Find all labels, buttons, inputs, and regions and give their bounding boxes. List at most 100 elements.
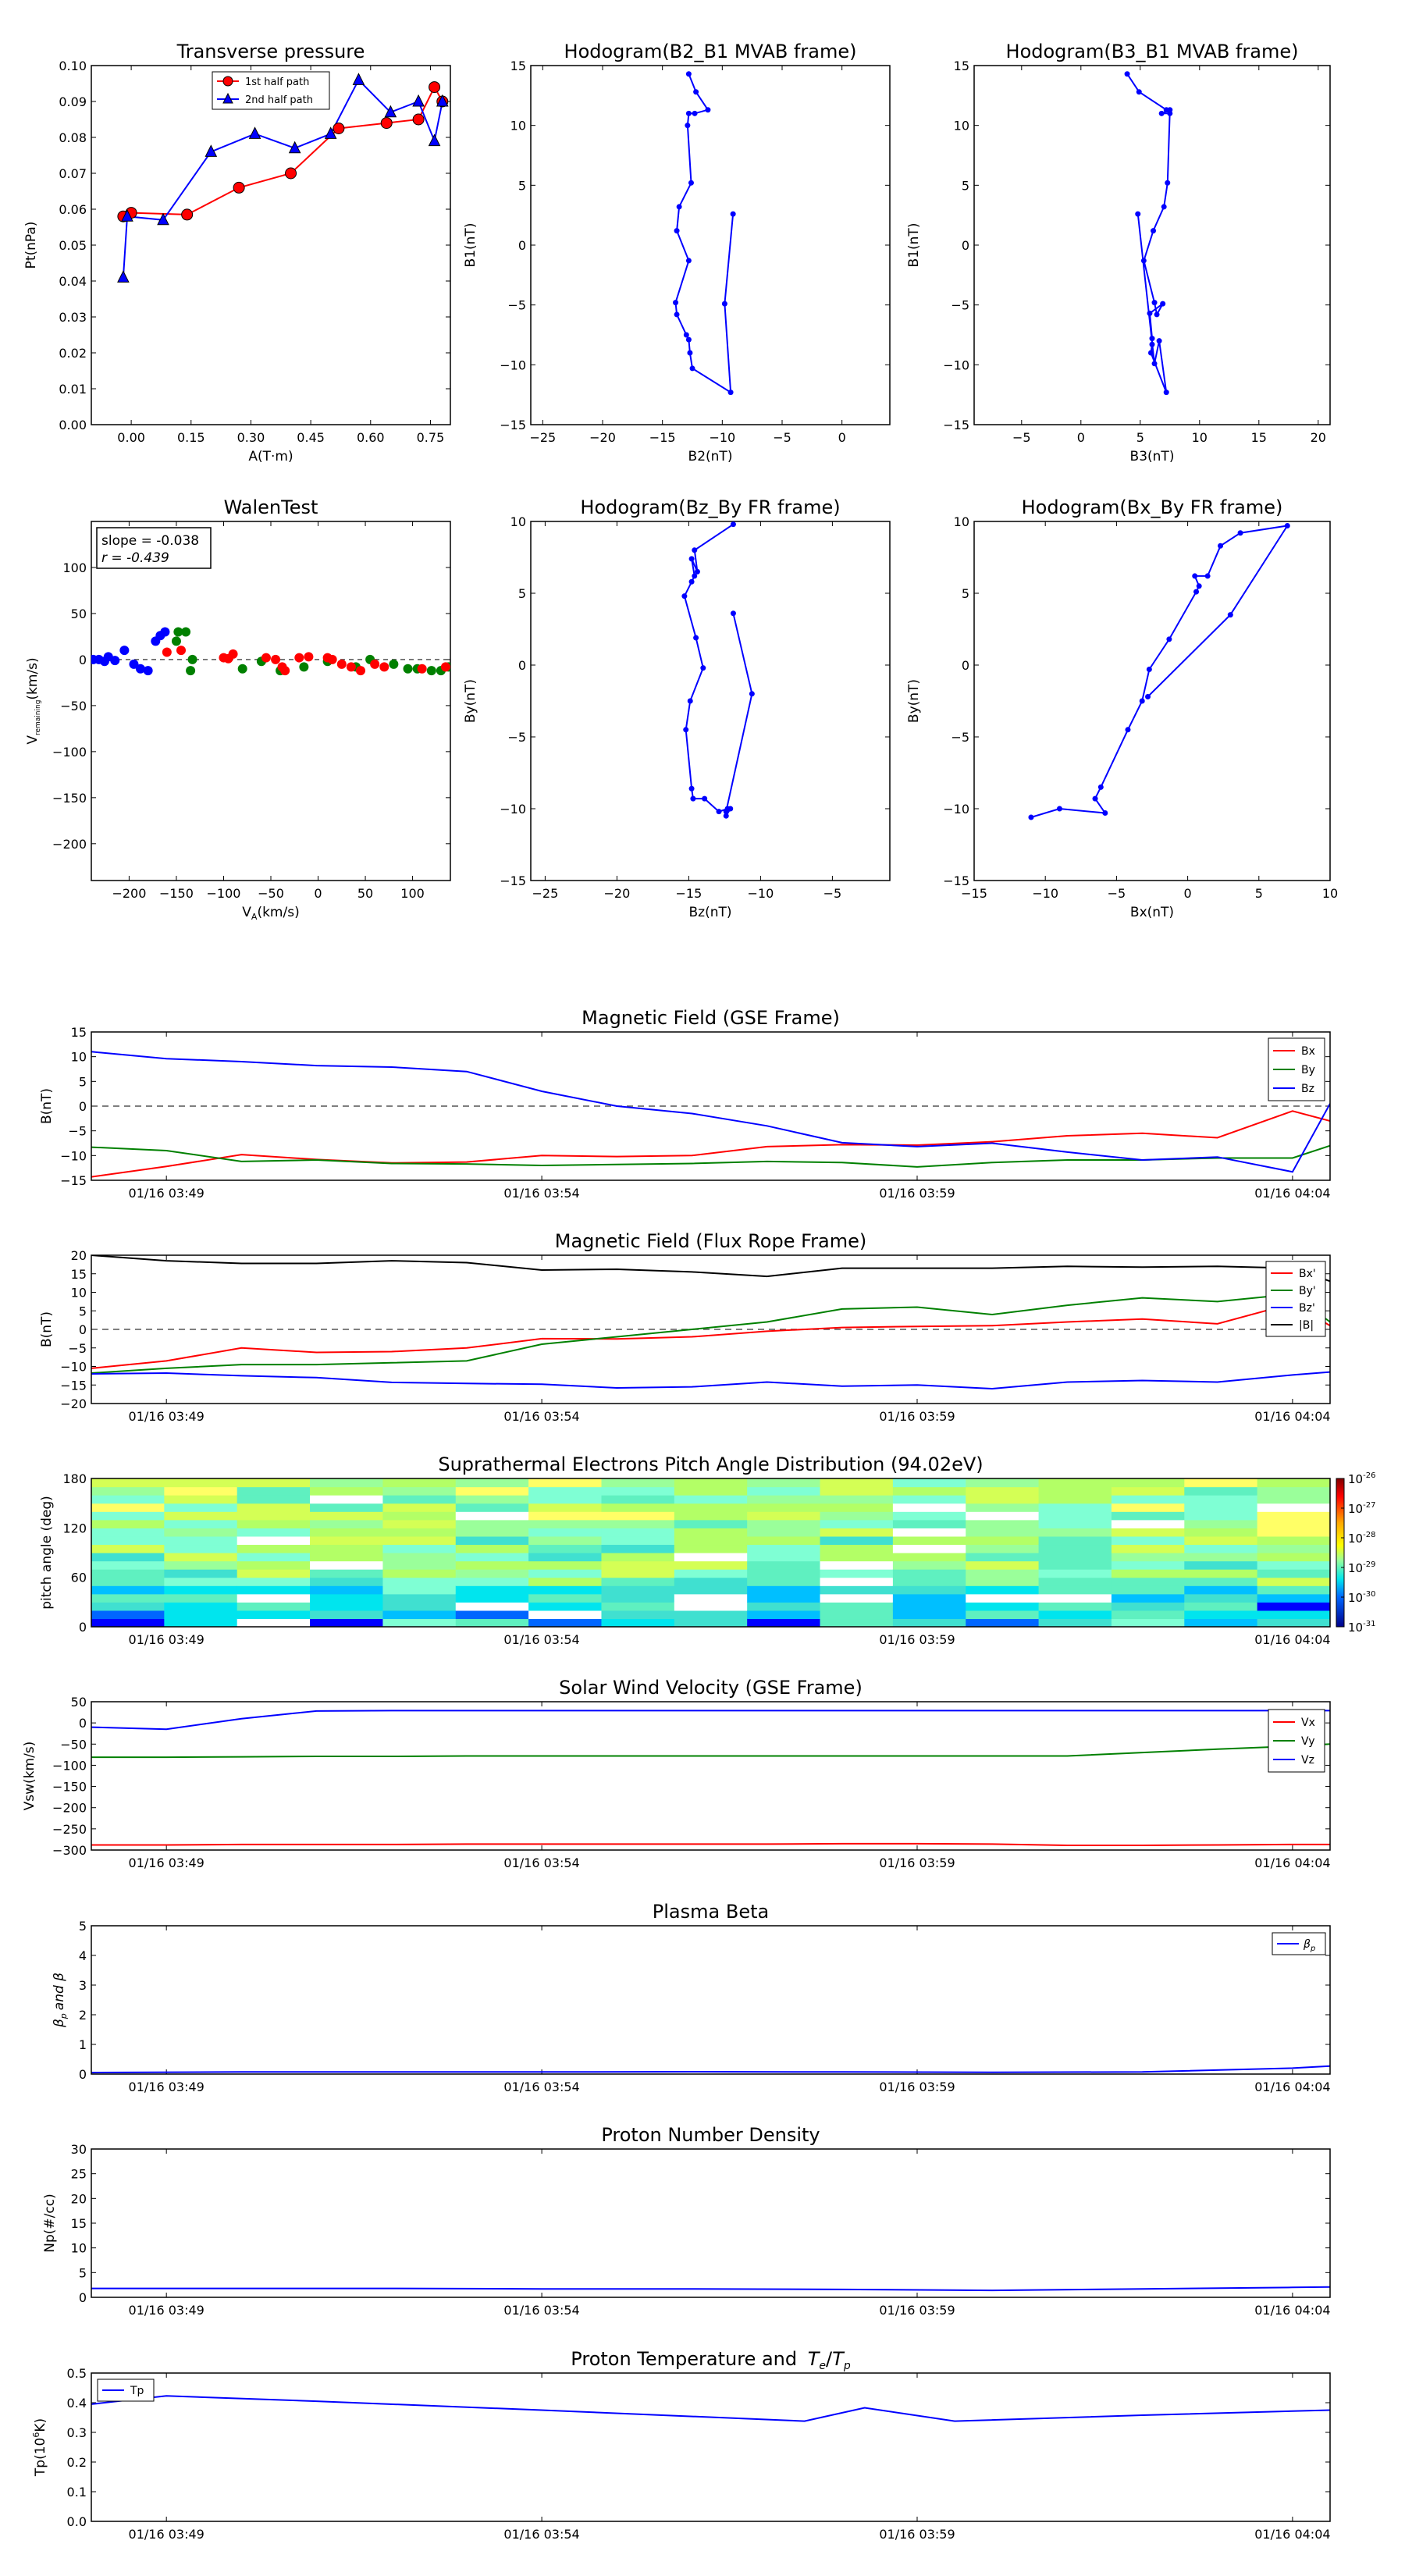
hodogram-point (690, 795, 696, 802)
heatmap-cell (747, 1560, 821, 1570)
x-tick-label: −200 (112, 886, 146, 901)
hodogram-point (685, 123, 691, 129)
heatmap-cell (820, 1535, 894, 1546)
hodogram-point (1151, 228, 1157, 234)
heatmap-cell (455, 1618, 529, 1627)
y-tick-label: −10 (943, 802, 969, 817)
hodogram-point (683, 727, 689, 733)
legend-label: 1st half path (245, 76, 309, 88)
y-tick-label: −5 (68, 1341, 87, 1356)
hodogram-point (1135, 211, 1141, 217)
legend-label: βp (1303, 1938, 1315, 1953)
y-tick-label: −300 (52, 1843, 87, 1858)
y-tick-label: 0 (79, 653, 87, 667)
data-layer (91, 2286, 1330, 2292)
x-tick-label: 01/16 03:54 (503, 2527, 579, 2542)
hodogram-point (1139, 698, 1145, 704)
heatmap-cell (1184, 1602, 1258, 1611)
y-tick-label: 5 (962, 178, 969, 193)
hodogram-point (1218, 543, 1224, 549)
y-tick-label: 15 (510, 59, 526, 73)
heatmap-cell (382, 1602, 457, 1611)
heatmap-cell (237, 1618, 311, 1627)
x-tick-label: 01/16 03:49 (129, 1409, 205, 1424)
legend-box (1268, 1709, 1325, 1773)
heatmap-cell (892, 1569, 966, 1578)
heatmap-cell (747, 1585, 821, 1595)
heatmap-cell (1184, 1593, 1258, 1603)
x-tick-label: −20 (604, 886, 631, 901)
legend-label: Bz (1301, 1083, 1314, 1095)
x-axis-label: B3(nT) (1130, 449, 1175, 464)
heatmap-cell (237, 1486, 311, 1496)
data-layer (91, 1478, 1330, 1627)
y-tick-label: 0.06 (59, 202, 87, 217)
y-tick-label: −5 (951, 730, 969, 745)
y-tick-label: 0 (962, 238, 969, 253)
x-tick-label: 0 (314, 886, 322, 901)
x-tick-label: −5 (1012, 430, 1031, 445)
y-tick-label: −10 (60, 1360, 87, 1375)
heatmap-cell (747, 1486, 821, 1496)
x-tick-label: 01/16 03:49 (129, 2527, 205, 2542)
heatmap-cell (164, 1511, 238, 1521)
heatmap-cell (164, 1553, 238, 1562)
hodogram-point (689, 365, 695, 372)
chart-3: WalenTest −200 −150 −100 −50 0 50 100 −200 −150 −1… (25, 496, 451, 922)
chart-2: Hodogram(B3_B1 MVAB frame) −15 −10 −5 0 5 10 15… (906, 41, 1331, 464)
hodogram-point (685, 110, 692, 116)
legend-label: By' (1299, 1285, 1316, 1297)
heatmap-cell (382, 1569, 457, 1578)
y-tick-label: −150 (52, 1780, 87, 1795)
plot-frame (91, 65, 451, 425)
y-axis-label: Np(#/cc) (42, 2194, 58, 2252)
point-2nd-half (352, 73, 365, 85)
y-tick-label: −200 (52, 1801, 87, 1816)
point-blue (160, 627, 170, 637)
heatmap-cell (747, 1569, 821, 1578)
plot-frame (91, 1254, 1331, 1404)
heatmap-cell (528, 1495, 603, 1504)
heatmap-cell (164, 1544, 238, 1553)
y-tick-label: −20 (60, 1397, 87, 1411)
heatmap-cell (820, 1503, 894, 1512)
y-tick-label: 5 (79, 2265, 87, 2280)
y-tick-label: 0.03 (59, 310, 87, 325)
heatmap-cell (528, 1577, 603, 1586)
heatmap-cell (164, 1560, 238, 1570)
point-green (181, 627, 191, 637)
x-tick-label: −10 (748, 886, 774, 901)
y-tick-label: −15 (60, 1378, 87, 1393)
hodogram-point (688, 556, 695, 562)
y-axis-label: B(nT) (39, 1088, 55, 1124)
y-tick-label: −15 (500, 418, 526, 432)
hodogram-point (687, 350, 693, 356)
hodogram-point (681, 593, 688, 600)
chart-12: Proton Temperature and Te/Tp 0.0 0.1 0.2 0.3… (31, 2348, 1331, 2542)
colorbar-label: 10-27 (1348, 1501, 1375, 1516)
chart-title: Suprathermal Electrons Pitch Angle Distr… (438, 1453, 983, 1475)
heatmap-cell (892, 1486, 966, 1496)
heatmap-cell (91, 1593, 165, 1603)
heatmap-cell (747, 1519, 821, 1528)
point-2nd-half (288, 141, 301, 154)
x-tick-label: 01/16 03:59 (879, 2303, 955, 2318)
y-tick-label: 5 (518, 178, 526, 193)
hodogram-point (692, 547, 698, 553)
y-tick-label: 5 (79, 1919, 87, 1934)
hodogram-point (1145, 693, 1151, 699)
colorbar-label: 10-30 (1348, 1590, 1375, 1605)
x-tick-label: −5 (1108, 886, 1126, 901)
y-tick-label: 10 (71, 1050, 87, 1065)
y-tick-label: 15 (71, 1025, 87, 1040)
heatmap-cell (91, 1519, 165, 1528)
heatmap-cell (1257, 1602, 1330, 1611)
chart-title: Magnetic Field (Flux Rope Frame) (555, 1230, 866, 1252)
y-tick-label: 10 (954, 119, 969, 133)
heatmap-cell (1184, 1560, 1258, 1570)
colorbar (1336, 1478, 1345, 1628)
colorbar-label: 10-29 (1348, 1560, 1375, 1575)
heatmap-cell (382, 1577, 457, 1586)
heatmap-cell (1038, 1511, 1112, 1521)
heatmap-cell (747, 1602, 821, 1611)
